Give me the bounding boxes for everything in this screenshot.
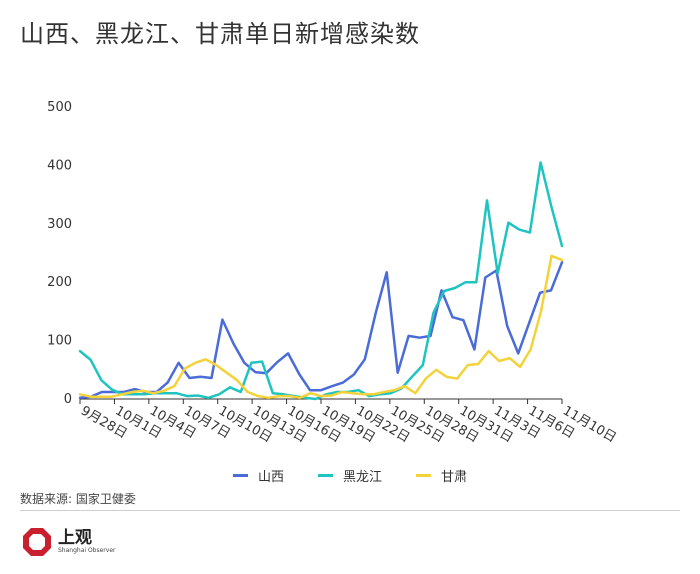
y-tick-label: 300 <box>47 217 72 232</box>
y-tick-label: 200 <box>47 275 72 290</box>
legend-item-heilongjiang[interactable]: 黑龙江 <box>317 466 382 485</box>
chart-title: 山西、黑龙江、甘肃单日新增感染数 <box>20 20 420 48</box>
brand-octagon-icon <box>23 528 51 556</box>
legend-label-shanxi: 山西 <box>257 470 284 485</box>
y-tick-label: 100 <box>47 334 72 349</box>
legend-label-heilongjiang: 黑龙江 <box>342 470 382 485</box>
legend-swatch-heilongjiang <box>317 474 333 477</box>
data-source: 数据来源: 国家卫健委 <box>20 492 136 506</box>
series-line-1 <box>78 161 564 401</box>
legend-item-gansu[interactable]: 甘肃 <box>416 466 467 485</box>
series-line-0 <box>78 261 564 400</box>
brand-name: 上观 <box>58 528 92 548</box>
legend: 山西 黑龙江 甘肃 <box>0 466 700 485</box>
y-tick-label: 400 <box>47 158 72 173</box>
brand-subtitle: Shanghai Observer <box>58 547 116 554</box>
divider <box>20 510 680 511</box>
legend-swatch-gansu <box>416 474 431 477</box>
brand-logo[interactable]: 上观 Shanghai Observer <box>22 522 115 562</box>
legend-swatch-shanxi <box>232 474 248 477</box>
series-line-2 <box>78 254 564 400</box>
y-tick-label: 500 <box>47 100 72 115</box>
line-chart: 01002003004005009月28日10月1日10月4日10月7日10月1… <box>47 100 619 446</box>
legend-item-shanxi[interactable]: 山西 <box>232 466 284 485</box>
y-tick-label: 0 <box>64 392 72 407</box>
legend-label-gansu: 甘肃 <box>441 470 468 485</box>
